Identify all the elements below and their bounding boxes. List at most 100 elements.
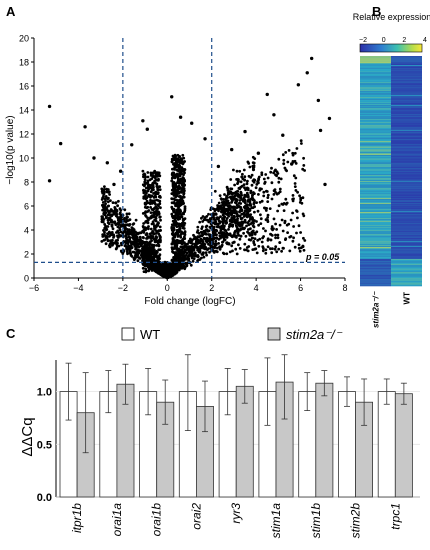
heatmap-cell: [391, 215, 422, 217]
heatmap-cell: [391, 147, 422, 149]
heatmap-cell: [391, 183, 422, 185]
volcano-point: [222, 198, 225, 201]
volcano-point: [229, 178, 233, 181]
heatmap-cell: [360, 118, 391, 120]
volcano-point: [259, 222, 263, 226]
volcano-point: [230, 235, 234, 238]
heatmap-cell: [360, 109, 391, 111]
volcano-point: [230, 205, 234, 209]
volcano-point: [170, 258, 174, 262]
volcano-point: [181, 238, 184, 242]
volcano-point: [275, 228, 278, 231]
volcano-point: [213, 246, 217, 250]
volcano-point: [280, 218, 284, 222]
volcano-point: [236, 192, 240, 196]
volcano-point: [235, 169, 239, 173]
volcano-point: [174, 212, 178, 216]
heatmap-cell: [391, 82, 422, 84]
heatmap-cell: [391, 239, 422, 241]
heatmap-cell: [360, 97, 391, 99]
volcano-point: [198, 247, 202, 251]
volcano-point: [292, 174, 296, 178]
volcano-point: [207, 242, 210, 246]
volcano-point: [252, 221, 256, 225]
volcano-point: [150, 239, 154, 243]
volcano-point: [157, 171, 161, 175]
heatmap-cell: [391, 75, 422, 77]
volcano-point: [132, 258, 136, 261]
volcano-point: [111, 233, 115, 237]
heatmap-cell: [360, 255, 391, 257]
volcano-point: [187, 258, 191, 262]
heatmap-cell: [391, 223, 422, 225]
heatmap-cell: [360, 180, 391, 182]
volcano-point: [297, 224, 301, 228]
heatmap-cell: [360, 72, 391, 74]
volcano-point: [116, 229, 120, 233]
volcano-point: [154, 215, 158, 219]
heatmap-cell: [391, 159, 422, 161]
volcano-point: [143, 178, 147, 182]
heatmap-cell: [391, 254, 422, 256]
volcano-point: [112, 182, 116, 187]
volcano-point: [237, 205, 241, 209]
volcano-point: [131, 250, 135, 254]
volcano-point: [256, 151, 261, 155]
volcano-point: [177, 239, 181, 243]
volcano-point: [260, 173, 264, 177]
heatmap-cell: [360, 124, 391, 126]
heatmap-cell: [360, 85, 391, 87]
volcano-point: [146, 210, 150, 213]
heatmap-cell: [360, 167, 391, 169]
heatmap-cell: [360, 278, 391, 280]
heatmap-cell: [360, 81, 391, 83]
volcano-point: [146, 218, 150, 222]
volcano-point: [253, 237, 257, 241]
volcano-point: [297, 243, 301, 247]
volcano-point: [148, 184, 152, 187]
volcano-point: [276, 233, 280, 237]
heatmap-cell: [391, 265, 422, 267]
heatmap-cell: [391, 209, 422, 211]
volcano-point: [126, 240, 130, 244]
volcano-point: [230, 147, 234, 152]
volcano-point: [246, 179, 249, 183]
volcano-point: [253, 232, 257, 236]
heatmap-cell: [391, 281, 422, 283]
heatmap-cell: [360, 159, 391, 161]
heatmap-cell: [391, 175, 422, 177]
heatmap-cell: [391, 73, 422, 75]
volcano-point: [248, 233, 252, 237]
volcano-point: [202, 218, 206, 222]
volcano-point: [156, 188, 160, 192]
heatmap-cell: [360, 68, 391, 70]
volcano-point: [218, 231, 222, 235]
volcano-point: [147, 235, 151, 239]
volcano-point: [154, 229, 158, 232]
heatmap-cell: [391, 127, 422, 129]
heatmap-cell: [360, 259, 391, 261]
heatmap-cell: [360, 214, 391, 216]
heatmap-cell: [391, 268, 422, 270]
heatmap-cell: [360, 108, 391, 110]
volcano-point: [142, 189, 146, 193]
volcano-point: [269, 170, 273, 174]
heatmap-cell: [391, 212, 422, 214]
volcano-point: [223, 232, 227, 236]
volcano-point: [155, 250, 159, 254]
volcano-point: [222, 214, 225, 217]
volcano-point: [119, 209, 123, 212]
volcano-point: [282, 158, 286, 162]
volcano-point: [323, 182, 327, 187]
heatmap-cell: [391, 282, 422, 284]
volcano-point: [108, 245, 112, 249]
volcano-point: [170, 160, 174, 164]
volcano-point: [104, 235, 108, 239]
volcano-point: [220, 233, 224, 237]
volcano-point: [135, 235, 139, 239]
heatmap-cell: [360, 178, 391, 180]
volcano-point: [189, 263, 193, 267]
heatmap-cell: [360, 245, 391, 247]
volcano-point: [204, 251, 208, 255]
volcano-point: [220, 201, 224, 204]
